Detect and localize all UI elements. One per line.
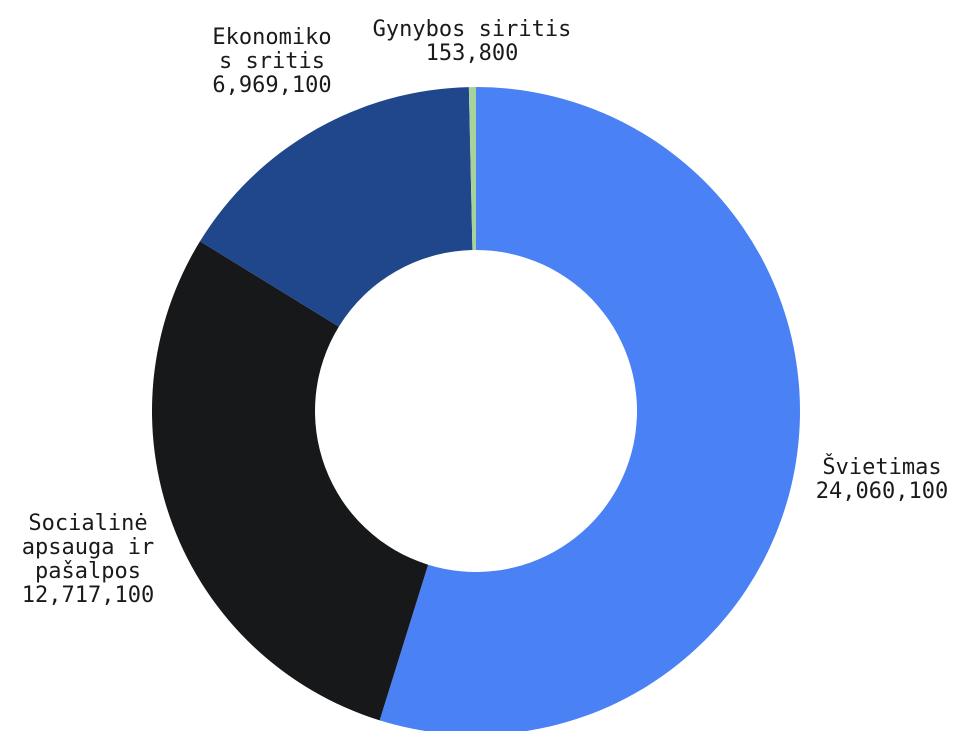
slice-label-2: Ekonomiko s sritis 6,969,100 — [212, 25, 331, 98]
slice-value-label: 6,969,100 — [212, 73, 331, 98]
slice-label-0: Švietimas 24,060,100 — [816, 454, 948, 504]
slice-category-label: pašalpos — [35, 559, 141, 584]
slice-category-label: Ekonomiko — [212, 25, 331, 50]
slice-label-3: Gynybos siritis 153,800 — [373, 17, 572, 66]
slice-label-1: Socialinė apsauga ir pašalpos 12,717,100 — [22, 511, 154, 608]
slice-category-label: apsauga ir — [22, 535, 154, 560]
slice-value-label: 24,060,100 — [816, 479, 948, 504]
slice-value-label: 12,717,100 — [22, 583, 154, 608]
labels: Švietimas 24,060,100 Socialinė apsauga ir pa… — [22, 17, 948, 608]
slice-0 — [379, 87, 800, 731]
slice-2 — [200, 87, 473, 327]
slice-category-label: Švietimas — [822, 454, 941, 480]
slices — [151, 87, 800, 731]
slice-3 — [468, 87, 476, 251]
slice-value-label: 153,800 — [426, 41, 519, 66]
slice-category-label: Gynybos siritis — [373, 17, 572, 42]
slice-category-label: Socialinė — [28, 511, 147, 536]
slice-1 — [151, 241, 429, 721]
slice-category-label: s sritis — [219, 49, 325, 74]
